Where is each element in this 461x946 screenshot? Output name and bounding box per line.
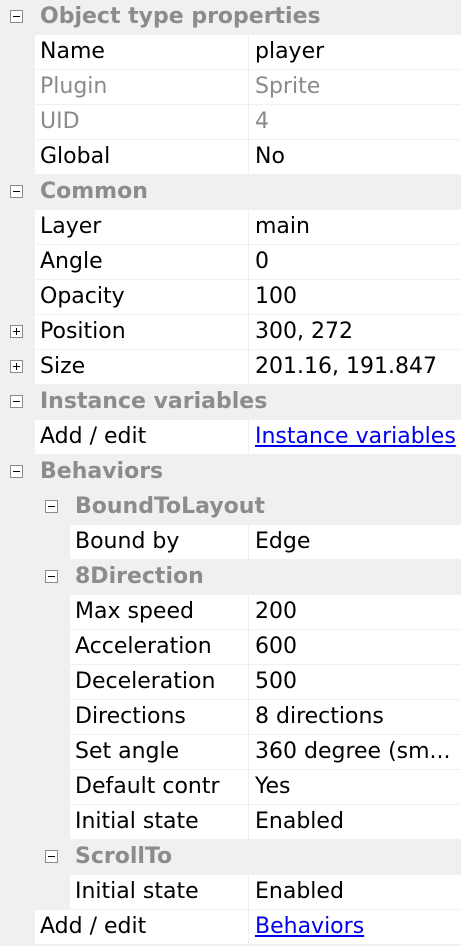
category-instance-variables[interactable]: Instance variables	[0, 385, 461, 420]
collapse-icon[interactable]	[10, 395, 23, 408]
collapse-icon[interactable]	[10, 185, 23, 198]
collapse-icon[interactable]	[45, 500, 58, 513]
property-row-deceleration[interactable]: Deceleration 500	[0, 665, 461, 700]
collapse-icon[interactable]	[45, 850, 58, 863]
property-label: Angle	[40, 249, 103, 274]
property-value-field[interactable]: 300, 272	[249, 315, 461, 349]
property-row-initial-state[interactable]: Initial state Enabled	[0, 805, 461, 840]
collapse-icon[interactable]	[10, 10, 23, 23]
property-row-bound-by[interactable]: Bound by Edge	[0, 525, 461, 560]
expand-icon[interactable]	[10, 360, 23, 373]
category-behaviors[interactable]: Behaviors	[0, 455, 461, 490]
property-row-behaviors-add-edit[interactable]: Add / edit Behaviors	[0, 910, 461, 945]
subcategory-bound-to-layout[interactable]: BoundToLayout	[0, 490, 461, 525]
property-label: Bound by	[75, 529, 180, 554]
category-heading: Behaviors	[40, 459, 164, 484]
category-object-type-properties[interactable]: Object type properties	[0, 0, 461, 35]
property-value-field[interactable]: player	[249, 35, 461, 69]
subcategory-8direction[interactable]: 8Direction	[0, 560, 461, 595]
property-label: Add / edit	[40, 914, 147, 939]
property-value-field[interactable]: 100	[249, 280, 461, 314]
property-value-dropdown[interactable]: main	[249, 210, 461, 244]
property-row-angle[interactable]: Angle 0	[0, 245, 461, 280]
property-value-field[interactable]: 600	[249, 630, 461, 664]
property-value: 4	[249, 105, 461, 139]
property-row-acceleration[interactable]: Acceleration 600	[0, 630, 461, 665]
property-label: Opacity	[40, 284, 125, 309]
property-value-field[interactable]: 500	[249, 665, 461, 699]
property-value-dropdown[interactable]: 360 degree (sm...	[249, 735, 461, 769]
property-value-dropdown[interactable]: Enabled	[249, 875, 461, 909]
property-value: Sprite	[249, 70, 461, 104]
property-label: Set angle	[75, 739, 180, 764]
property-label: Size	[40, 354, 86, 379]
property-row-instance-variables-add-edit[interactable]: Add / edit Instance variables	[0, 420, 461, 455]
collapse-icon[interactable]	[10, 465, 23, 478]
subcategory-heading: ScrollTo	[75, 844, 173, 869]
property-row-max-speed[interactable]: Max speed 200	[0, 595, 461, 630]
instance-variables-link[interactable]: Instance variables	[255, 424, 456, 449]
property-row-plugin: Plugin Sprite	[0, 70, 461, 105]
property-label: Deceleration	[75, 669, 216, 694]
category-heading: Instance variables	[40, 389, 268, 414]
property-value-dropdown[interactable]: Enabled	[249, 805, 461, 839]
property-row-opacity[interactable]: Opacity 100	[0, 280, 461, 315]
property-row-position[interactable]: Position 300, 272	[0, 315, 461, 350]
property-label: Global	[40, 144, 111, 169]
property-value-field[interactable]: 200	[249, 595, 461, 629]
property-row-size[interactable]: Size 201.16, 191.847	[0, 350, 461, 385]
property-value-dropdown[interactable]: Yes	[249, 770, 461, 804]
behaviors-link[interactable]: Behaviors	[255, 914, 365, 939]
property-row-global[interactable]: Global No	[0, 140, 461, 175]
expand-icon[interactable]	[10, 325, 23, 338]
property-label: Plugin	[40, 74, 108, 99]
property-value-dropdown[interactable]: No	[249, 140, 461, 174]
subcategory-scroll-to[interactable]: ScrollTo	[0, 840, 461, 875]
property-row-scroll-to-initial-state[interactable]: Initial state Enabled	[0, 875, 461, 910]
property-row-directions[interactable]: Directions 8 directions	[0, 700, 461, 735]
property-label: Position	[40, 319, 126, 344]
collapse-icon[interactable]	[45, 570, 58, 583]
property-label: UID	[40, 109, 80, 134]
property-value-field[interactable]: 201.16, 191.847	[249, 350, 461, 384]
property-label: Name	[40, 39, 105, 64]
property-label: Directions	[75, 704, 186, 729]
property-label: Max speed	[75, 599, 194, 624]
category-common[interactable]: Common	[0, 175, 461, 210]
property-label: Default contr	[75, 774, 220, 799]
property-label: Initial state	[75, 879, 199, 904]
subcategory-heading: BoundToLayout	[75, 494, 265, 519]
property-row-name[interactable]: Name player	[0, 35, 461, 70]
property-label: Layer	[40, 214, 102, 239]
property-row-default-controls[interactable]: Default contr Yes	[0, 770, 461, 805]
property-label: Add / edit	[40, 424, 147, 449]
property-value-dropdown[interactable]: 8 directions	[249, 700, 461, 734]
property-label: Initial state	[75, 809, 199, 834]
property-label: Acceleration	[75, 634, 212, 659]
property-row-set-angle[interactable]: Set angle 360 degree (sm...	[0, 735, 461, 770]
property-row-layer[interactable]: Layer main	[0, 210, 461, 245]
property-value-field[interactable]: 0	[249, 245, 461, 279]
property-row-uid: UID 4	[0, 105, 461, 140]
property-value-dropdown[interactable]: Edge	[249, 525, 461, 559]
category-heading: Common	[40, 179, 148, 204]
subcategory-heading: 8Direction	[75, 564, 204, 589]
category-heading: Object type properties	[40, 4, 321, 29]
